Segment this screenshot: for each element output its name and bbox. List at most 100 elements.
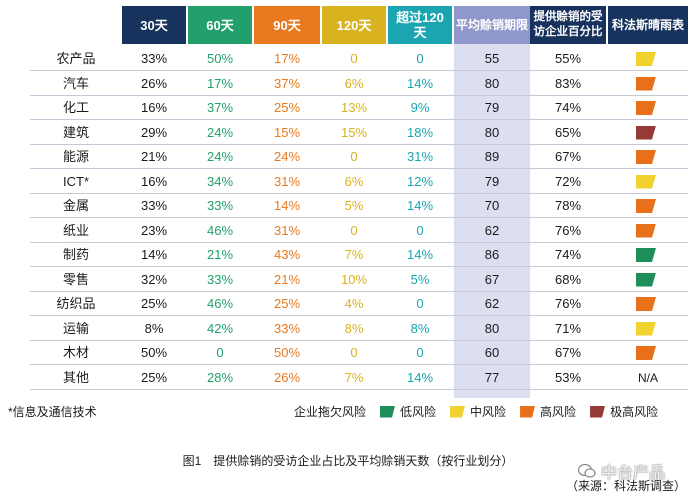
legend-label-very-high: 极高风险 bbox=[610, 405, 659, 419]
table-row: 其他 25% 28% 26% 7% 14% 77 53% N/A bbox=[0, 366, 688, 390]
industry-name: 化工 bbox=[62, 100, 89, 115]
cell-over-120-days: 14% bbox=[406, 75, 434, 91]
cell-60-days: 33% bbox=[206, 198, 234, 213]
risk-flag-icon bbox=[636, 150, 656, 164]
header-credit-percent: 提供赊销的受访企业百分比 bbox=[530, 6, 606, 44]
cell-risk bbox=[608, 170, 688, 194]
risk-flag-icon bbox=[636, 346, 656, 360]
cell-average-term: 55 bbox=[484, 51, 500, 66]
row-divider bbox=[30, 119, 688, 120]
cell-average-term: 80 bbox=[484, 320, 500, 336]
risk-flag-icon bbox=[636, 223, 656, 238]
cell-90-days: 24% bbox=[273, 149, 301, 164]
row-divider bbox=[30, 143, 688, 145]
cell-credit-percent: 83% bbox=[554, 75, 582, 91]
cell-60-days: 24% bbox=[206, 149, 234, 164]
cell-30-days: 16% bbox=[140, 100, 168, 115]
cell-120-days: 5% bbox=[344, 198, 364, 213]
risk-flag-icon bbox=[636, 52, 656, 66]
cell-90-days: 25% bbox=[273, 100, 301, 115]
cell-over-120-days: 0 bbox=[416, 345, 424, 360]
header-average-term: 平均赊销期限 bbox=[454, 6, 530, 44]
cell-credit-percent: 72% bbox=[554, 173, 582, 189]
cell-risk bbox=[608, 243, 688, 267]
table-row: 汽车 26% 17% 37% 6% 14% 80 83% bbox=[0, 72, 688, 96]
header-over-120-days: 超过120天 bbox=[388, 6, 452, 44]
cell-credit-percent: 76% bbox=[554, 222, 582, 238]
legend-swatch-very-high-icon bbox=[590, 405, 606, 418]
table-row: 纸业 23% 46% 31% 0 0 62 76% bbox=[0, 219, 688, 243]
cell-risk bbox=[608, 121, 688, 145]
header-risk-barometer: 科法斯晴雨表 bbox=[608, 6, 688, 44]
cell-30-days: 8% bbox=[144, 320, 164, 336]
cell-30-days: 33% bbox=[140, 51, 168, 66]
cell-over-120-days: 0 bbox=[416, 222, 424, 238]
cell-over-120-days: 0 bbox=[416, 296, 424, 311]
cell-120-days: 10% bbox=[340, 271, 368, 287]
cell-average-term: 77 bbox=[484, 369, 500, 385]
cell-credit-percent: 55% bbox=[554, 51, 582, 66]
table-row: 建筑 29% 24% 15% 15% 18% 80 65% bbox=[0, 121, 688, 145]
cell-credit-percent: 74% bbox=[554, 247, 582, 262]
cell-over-120-days: 8% bbox=[410, 320, 430, 336]
cell-30-days: 32% bbox=[140, 271, 168, 287]
cell-credit-percent: 65% bbox=[554, 124, 582, 140]
risk-text: N/A bbox=[637, 370, 658, 385]
industry-name: 纺织品 bbox=[56, 296, 96, 311]
cell-90-days: 25% bbox=[273, 296, 301, 311]
cell-risk bbox=[608, 96, 688, 120]
industry-name: 金属 bbox=[62, 198, 89, 213]
cell-risk bbox=[608, 268, 688, 292]
average-column-band bbox=[454, 44, 530, 398]
risk-flag-icon bbox=[636, 76, 656, 91]
risk-flag-icon bbox=[636, 199, 656, 213]
cell-90-days: 14% bbox=[273, 198, 301, 213]
watermark-text: 中台产品 bbox=[601, 465, 666, 482]
table-row: 零售 32% 33% 21% 10% 5% 67 68% bbox=[0, 268, 688, 292]
cell-30-days: 25% bbox=[140, 369, 168, 385]
row-divider bbox=[30, 192, 688, 194]
cell-120-days: 4% bbox=[344, 296, 364, 311]
cell-over-120-days: 14% bbox=[406, 369, 434, 385]
cell-30-days: 26% bbox=[140, 75, 168, 91]
risk-flag-icon bbox=[636, 321, 656, 336]
cell-30-days: 14% bbox=[140, 247, 168, 262]
cell-average-term: 80 bbox=[484, 75, 500, 91]
risk-legend: 企业拖欠风险 低风险 中风险 高风险 极高风险 bbox=[294, 403, 658, 420]
row-divider bbox=[30, 168, 688, 169]
legend-label-low: 低风险 bbox=[400, 405, 437, 419]
legend-item-very-high: 极高风险 bbox=[590, 403, 658, 420]
cell-90-days: 37% bbox=[273, 75, 301, 91]
cell-average-term: 60 bbox=[484, 345, 500, 360]
cell-30-days: 21% bbox=[140, 149, 168, 164]
cell-120-days: 0 bbox=[350, 345, 358, 360]
legend-item-medium: 中风险 bbox=[450, 403, 506, 420]
cell-60-days: 34% bbox=[206, 173, 234, 189]
cell-average-term: 80 bbox=[484, 124, 500, 140]
cell-120-days: 6% bbox=[344, 173, 364, 189]
cell-over-120-days: 5% bbox=[410, 271, 430, 287]
cell-60-days: 24% bbox=[206, 124, 234, 140]
legend-item-low: 低风险 bbox=[380, 403, 436, 420]
cell-over-120-days: 14% bbox=[406, 247, 434, 262]
cell-120-days: 0 bbox=[350, 149, 358, 164]
row-divider bbox=[30, 70, 688, 71]
cell-60-days: 33% bbox=[206, 271, 234, 287]
cell-30-days: 29% bbox=[140, 124, 168, 140]
cell-risk bbox=[608, 194, 688, 218]
cell-90-days: 31% bbox=[273, 222, 301, 238]
cell-120-days: 0 bbox=[350, 51, 358, 66]
cell-120-days: 15% bbox=[340, 124, 368, 140]
cell-60-days: 50% bbox=[206, 51, 234, 66]
cell-60-days: 21% bbox=[206, 247, 234, 262]
legend-item-high: 高风险 bbox=[520, 403, 576, 420]
risk-flag-icon bbox=[636, 174, 656, 189]
cell-average-term: 70 bbox=[484, 198, 500, 213]
cell-60-days: 0 bbox=[216, 345, 224, 360]
cell-120-days: 6% bbox=[344, 75, 364, 91]
cell-risk bbox=[608, 72, 688, 96]
cell-60-days: 42% bbox=[206, 320, 234, 336]
cell-60-days: 17% bbox=[206, 75, 234, 91]
cell-risk bbox=[608, 292, 688, 316]
cell-120-days: 13% bbox=[340, 100, 368, 115]
